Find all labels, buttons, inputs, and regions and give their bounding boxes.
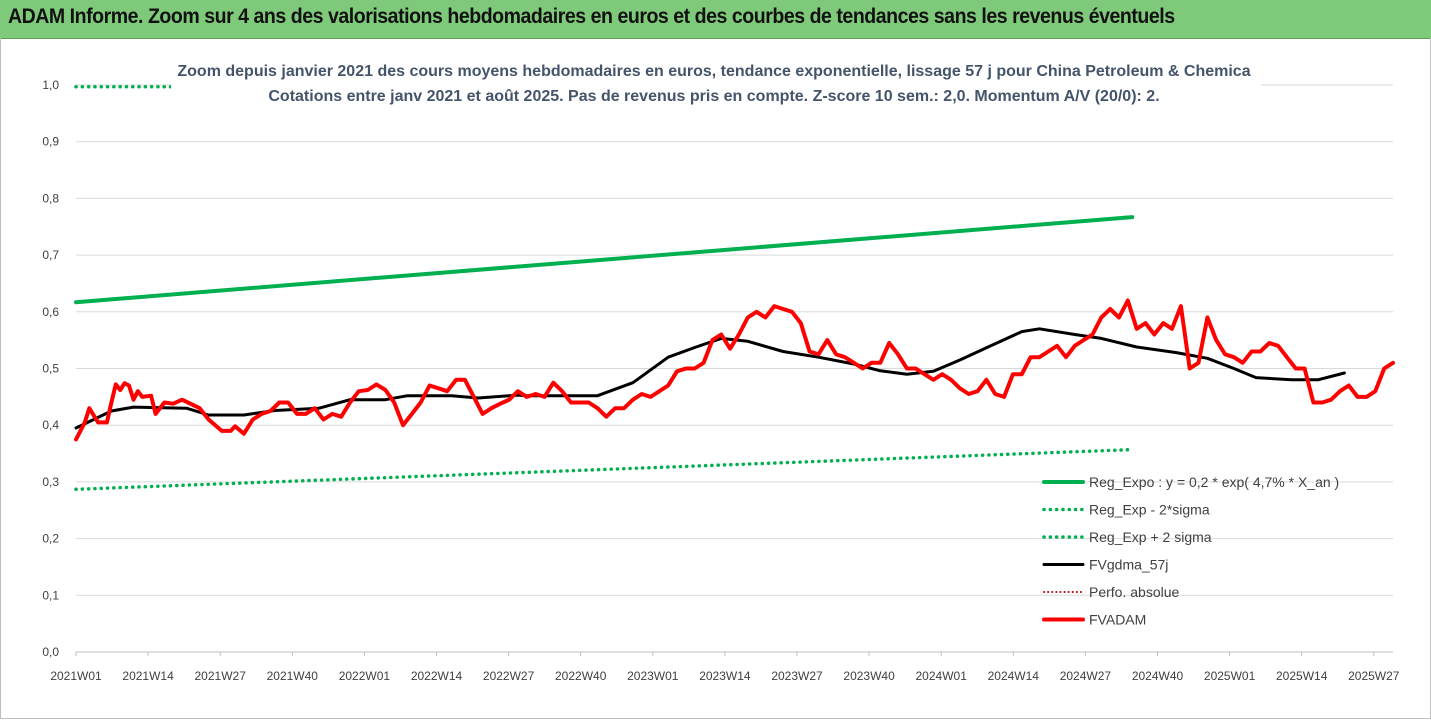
series-line-fvadam	[74, 298, 1395, 442]
legend-label: FVgdma_57j	[1089, 557, 1168, 573]
series-lines	[74, 84, 1395, 492]
x-axis-ticks: 2021W01 2021W14 2021W27 2021W40 2022W01 2022W…	[50, 652, 1400, 683]
legend-label: Reg_Exp - 2*sigma	[1089, 502, 1210, 518]
x-tick-label: 2024W40	[1132, 669, 1184, 683]
legend-label: Perfo. absolue	[1089, 584, 1179, 600]
report-banner: ADAM Informe. Zoom sur 4 ans des valoris…	[0, 0, 1431, 39]
x-tick-label: 2025W27	[1348, 669, 1400, 683]
x-tick-label: 2022W14	[411, 669, 463, 683]
series-line-reg_expo	[74, 215, 1135, 305]
y-tick-label: 0,2	[42, 532, 59, 546]
x-tick-label: 2021W14	[122, 669, 174, 683]
grid-lines	[76, 84, 1393, 653]
x-tick-label: 2024W01	[916, 669, 968, 683]
y-tick-label: 0,1	[42, 588, 59, 602]
x-tick-label: 2023W01	[627, 669, 679, 683]
y-tick-label: 0,7	[42, 248, 59, 262]
y-tick-label: 0,3	[42, 475, 59, 489]
y-axis-ticks: 0,0 0,1 0,2 0,3 0,4 0,5 0,6 0,7 0,8 0,9 1,0	[42, 78, 59, 659]
legend-label: Reg_Expo : y = 0,2 * exp( 4,7% * X_an )	[1089, 474, 1339, 490]
chart-subtitle: Cotations entre janv 2021 et août 2025. …	[268, 88, 1159, 105]
y-tick-label: 0,5	[42, 362, 59, 376]
y-tick-label: 0,8	[42, 191, 59, 205]
chart-area: 0,0 0,1 0,2 0,3 0,4 0,5 0,6 0,7 0,8 0,9 1,0 2021W0…	[0, 38, 1431, 719]
y-tick-label: 0,9	[42, 135, 59, 149]
report-title: ADAM Informe. Zoom sur 4 ans des valoris…	[8, 5, 1175, 28]
x-tick-label: 2023W27	[771, 669, 823, 683]
legend-label: Reg_Exp + 2 sigma	[1089, 529, 1212, 545]
x-tick-label: 2021W27	[195, 669, 247, 683]
chart-svg: 0,0 0,1 0,2 0,3 0,4 0,5 0,6 0,7 0,8 0,9 1,0 2021W0…	[42, 44, 1400, 683]
x-tick-label: 2023W14	[699, 669, 751, 683]
x-tick-label: 2022W01	[339, 669, 391, 683]
x-tick-label: 2021W40	[267, 669, 319, 683]
y-tick-label: 0,0	[42, 645, 59, 659]
x-tick-label: 2021W01	[50, 669, 102, 683]
y-tick-label: 0,6	[42, 305, 59, 319]
x-tick-label: 2024W27	[1060, 669, 1112, 683]
series-line-reg_exp	[74, 447, 1135, 492]
x-tick-label: 2023W40	[843, 669, 895, 683]
legend-label: FVADAM	[1089, 612, 1146, 628]
x-tick-label: 2025W14	[1276, 669, 1328, 683]
y-tick-label: 0,4	[42, 418, 59, 432]
x-tick-label: 2025W01	[1204, 669, 1256, 683]
x-tick-label: 2022W40	[555, 669, 607, 683]
x-tick-label: 2024W14	[988, 669, 1040, 683]
y-tick-label: 1,0	[42, 78, 59, 92]
x-tick-label: 2022W27	[483, 669, 535, 683]
title-backdrop	[171, 44, 1261, 108]
chart-title: Zoom depuis janvier 2021 des cours moyen…	[177, 63, 1250, 80]
legend: Reg_Expo : y = 0,2 * exp( 4,7% * X_an ) R…	[1042, 474, 1339, 628]
